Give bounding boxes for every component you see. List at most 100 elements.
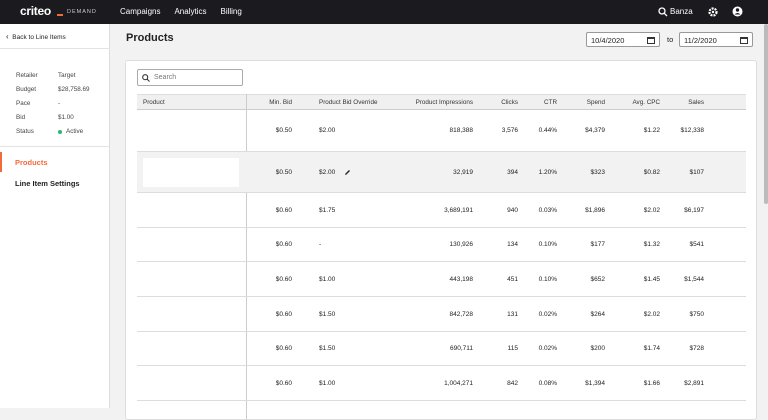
table-cell: 1,004,271 bbox=[444, 379, 473, 387]
table-cell: $323 bbox=[590, 168, 605, 176]
table-cell: $0.50 bbox=[275, 168, 292, 176]
info-label: Retailer bbox=[16, 72, 38, 79]
table-cell: 0.10% bbox=[538, 241, 557, 248]
table-cell: $1.45 bbox=[643, 275, 660, 283]
table-cell: 32,919 bbox=[453, 168, 473, 176]
search-icon[interactable] bbox=[658, 7, 668, 17]
table-row[interactable] bbox=[137, 110, 746, 152]
table-cell: 394 bbox=[507, 168, 518, 176]
column-header[interactable]: Clicks bbox=[501, 99, 518, 106]
table-cell: $1.74 bbox=[643, 345, 660, 352]
table-cell: $1.75 bbox=[319, 206, 336, 214]
divider bbox=[0, 48, 110, 49]
table-cell: $652 bbox=[590, 275, 605, 283]
date-sep: to bbox=[667, 35, 674, 44]
column-header[interactable]: Avg. CPC bbox=[632, 99, 660, 106]
table-cell: $0.60 bbox=[275, 379, 292, 387]
divider bbox=[0, 146, 110, 147]
column-header[interactable]: Sales bbox=[688, 99, 704, 106]
table-cell: $200 bbox=[590, 345, 605, 352]
menu-item[interactable]: Products bbox=[15, 158, 48, 167]
table-cell: $750 bbox=[689, 310, 704, 318]
table-cell: $12,338 bbox=[680, 127, 705, 134]
column-header[interactable]: Product Impressions bbox=[415, 99, 473, 106]
table-cell: $0.60 bbox=[275, 345, 292, 352]
table-cell: 842 bbox=[507, 379, 518, 387]
table-cell: 0.03% bbox=[538, 206, 557, 214]
column-header[interactable]: Product Bid Override bbox=[319, 99, 378, 106]
table-cell: $541 bbox=[689, 241, 704, 248]
table-cell: $0.60 bbox=[275, 206, 292, 214]
table-cell: 3,689,191 bbox=[444, 206, 473, 214]
table-cell: $107 bbox=[689, 168, 704, 176]
table-cell: $1.50 bbox=[319, 310, 336, 318]
column-header[interactable]: Min. Bid bbox=[269, 99, 292, 106]
table-cell: 443,198 bbox=[449, 275, 474, 283]
scrollbar[interactable] bbox=[764, 24, 768, 204]
table-cell: $0.60 bbox=[275, 241, 292, 248]
nav-link[interactable]: Billing bbox=[220, 7, 242, 16]
column-header[interactable]: CTR bbox=[544, 99, 557, 106]
table-row[interactable] bbox=[137, 297, 746, 332]
table-row[interactable] bbox=[137, 228, 746, 262]
table-row[interactable] bbox=[137, 366, 746, 401]
table-cell: 0.02% bbox=[538, 310, 557, 318]
back-text[interactable]: Back to Line Items bbox=[12, 34, 66, 41]
info-value: Target bbox=[58, 72, 76, 79]
search-icon bbox=[142, 74, 150, 82]
table-cell: 842,728 bbox=[449, 310, 474, 318]
table-cell: 3,576 bbox=[501, 127, 518, 134]
header-row bbox=[137, 94, 746, 110]
table-cell: $1,896 bbox=[585, 206, 605, 214]
info-value: $1.00 bbox=[58, 114, 74, 121]
back-link[interactable]: ‹ Back to Line Items bbox=[6, 32, 66, 41]
table-cell: $2.00 bbox=[319, 127, 336, 134]
table-cell: $1,394 bbox=[585, 379, 605, 387]
user-name[interactable]: Banza bbox=[670, 7, 693, 16]
logo-sub: DEMAND bbox=[67, 9, 97, 15]
table-cell: $0.60 bbox=[275, 310, 292, 318]
account-icon[interactable] bbox=[732, 6, 743, 17]
nav-links: Campaigns Analytics Billing bbox=[120, 7, 242, 16]
table-cell: 0.10% bbox=[538, 275, 557, 283]
table-cell: 690,711 bbox=[449, 345, 473, 352]
logo[interactable]: criteo bbox=[20, 4, 51, 18]
table-cell: 131 bbox=[507, 310, 518, 318]
column-header[interactable]: Spend bbox=[586, 99, 605, 106]
calendar-icon bbox=[740, 37, 748, 44]
date-to[interactable]: 11/2/2020 bbox=[679, 32, 753, 47]
table-row[interactable] bbox=[137, 193, 746, 228]
column-header[interactable]: Product bbox=[143, 99, 165, 106]
search-box[interactable]: Search bbox=[137, 69, 243, 86]
table-cell: $1.00 bbox=[319, 379, 336, 387]
table-cell: $2,891 bbox=[684, 379, 704, 387]
table-cell: $4,379 bbox=[585, 127, 605, 134]
calendar-icon bbox=[647, 37, 655, 44]
page-title: Products bbox=[126, 32, 174, 44]
date-from-text: 10/4/2020 bbox=[591, 36, 625, 45]
table-cell: $264 bbox=[590, 310, 605, 318]
table-cell: $2.02 bbox=[643, 206, 660, 214]
table-cell: $6,197 bbox=[684, 206, 704, 214]
settings-icon[interactable] bbox=[708, 7, 718, 17]
table-cell: $0.82 bbox=[643, 168, 660, 176]
info-label: Status bbox=[16, 128, 34, 135]
sidebar: ‹ Back to Line Items Retailer Target Budge… bbox=[0, 24, 110, 408]
table-row[interactable] bbox=[137, 332, 746, 366]
search-placeholder: Search bbox=[154, 74, 177, 81]
menu-item[interactable]: Line Item Settings bbox=[15, 179, 80, 188]
table-cell: 115 bbox=[507, 345, 518, 352]
date-from[interactable]: 10/4/2020 bbox=[586, 32, 660, 47]
table-cell: 0.44% bbox=[538, 127, 557, 134]
column-divider bbox=[246, 94, 247, 419]
table-cell: 818,388 bbox=[449, 127, 474, 134]
nav-link[interactable]: Analytics bbox=[174, 7, 207, 16]
nav-link[interactable]: Campaigns bbox=[120, 7, 161, 16]
product-thumb bbox=[143, 158, 239, 187]
active-indicator bbox=[0, 152, 2, 172]
info-value: Active bbox=[66, 128, 84, 135]
table-row[interactable] bbox=[137, 262, 746, 297]
info-label: Budget bbox=[16, 86, 36, 93]
info-value: $28,758.69 bbox=[58, 86, 90, 93]
edit-icon[interactable] bbox=[344, 169, 351, 176]
